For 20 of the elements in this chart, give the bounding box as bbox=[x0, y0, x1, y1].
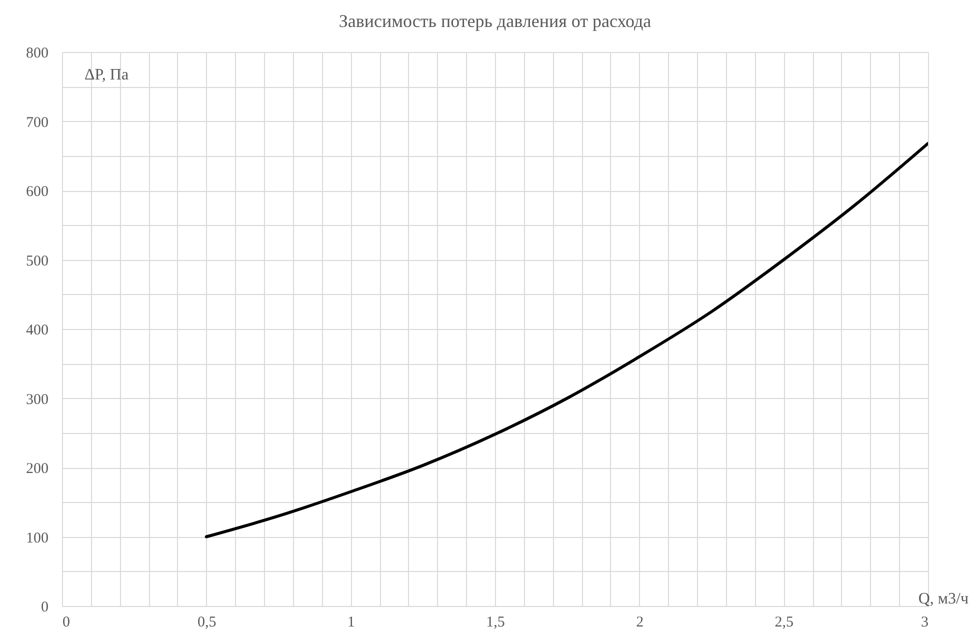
x-tick-label: 1 bbox=[347, 614, 355, 630]
line-series bbox=[204, 142, 928, 538]
y-tick-label: 0 bbox=[41, 600, 48, 616]
y-axis-title: ΔP, Па bbox=[84, 66, 129, 84]
y-tick-label: 700 bbox=[26, 114, 48, 131]
y-tick-label: 200 bbox=[26, 461, 48, 477]
x-tick-label: 1,5 bbox=[486, 614, 505, 630]
chart-title: Зависимость потерь давления от расхода bbox=[338, 11, 652, 31]
y-tick-label: 600 bbox=[26, 184, 48, 200]
y-tick-label: 100 bbox=[26, 530, 48, 546]
y-tick-label: 300 bbox=[26, 392, 48, 408]
x-tick-label: 2 bbox=[636, 614, 644, 630]
x-tick-label: 3 bbox=[921, 614, 928, 630]
x-tick-label: 0 bbox=[62, 614, 70, 630]
y-tick-label: 800 bbox=[26, 46, 48, 62]
y-tick-label: 500 bbox=[26, 253, 48, 270]
x-axis-title: Q, м3/ч bbox=[918, 590, 968, 608]
y-tick-label: 400 bbox=[26, 322, 48, 338]
x-tick-label: 2,5 bbox=[774, 614, 794, 630]
x-tick-label: 0,5 bbox=[197, 614, 216, 630]
